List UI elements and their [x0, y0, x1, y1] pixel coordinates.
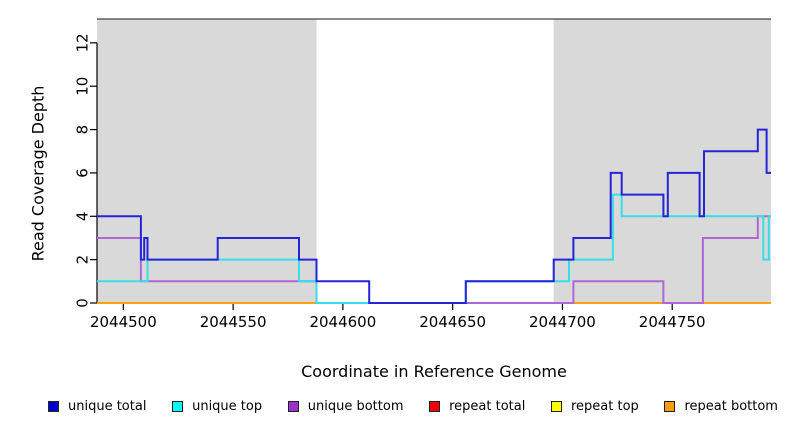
legend-item-repeat-top: repeat top [551, 399, 639, 414]
legend-label: repeat total [449, 399, 526, 414]
legend-swatch-icon [429, 401, 441, 412]
x-tick-label: 2044700 [529, 313, 596, 331]
repeat-region-band [553, 19, 771, 303]
x-axis-title: Coordinate in Reference Genome [301, 362, 567, 381]
legend-item-unique-total: unique total [48, 399, 146, 414]
coverage-line-unique-total [97, 128, 771, 304]
legend-label: repeat bottom [684, 399, 778, 414]
y-tick-label: 2 [74, 255, 92, 265]
x-tick-label: 2044550 [200, 313, 267, 331]
legend-item-repeat-total: repeat total [429, 399, 525, 414]
legend-item-unique-top: unique top [172, 399, 262, 414]
coverage-line-unique-bottom [97, 215, 771, 304]
y-tick-label: 8 [74, 125, 92, 135]
legend-swatch-icon [172, 401, 184, 412]
y-tick-label: 6 [74, 168, 92, 178]
legend-label: unique total [68, 399, 147, 414]
legend-swatch-icon [287, 401, 299, 412]
y-tick-label: 4 [74, 212, 92, 222]
legend-item-repeat-bottom: repeat bottom [664, 399, 778, 414]
legend-item-unique-bottom: unique bottom [287, 399, 404, 414]
x-tick-label: 2044650 [419, 313, 486, 331]
legend-swatch-icon [664, 401, 676, 412]
coverage-line-unique-top [97, 193, 771, 304]
legend-label: unique top [192, 399, 263, 414]
legend-swatch-icon [48, 401, 59, 412]
y-tick-label: 10 [74, 77, 92, 96]
y-tick-label: 0 [74, 298, 92, 308]
legend: unique total unique top unique bottom repea… [48, 399, 778, 414]
legend-swatch-icon [551, 401, 562, 412]
legend-label: unique bottom [307, 399, 404, 414]
x-tick-label: 2044600 [309, 313, 376, 331]
x-tick-label: 2044750 [639, 313, 706, 331]
legend-label: repeat top [571, 399, 639, 414]
x-tick-label: 2044500 [90, 313, 157, 331]
y-tick-label: 12 [74, 33, 92, 52]
y-axis-title: Read Coverage Depth [28, 85, 48, 262]
repeat-region-band [97, 19, 317, 303]
